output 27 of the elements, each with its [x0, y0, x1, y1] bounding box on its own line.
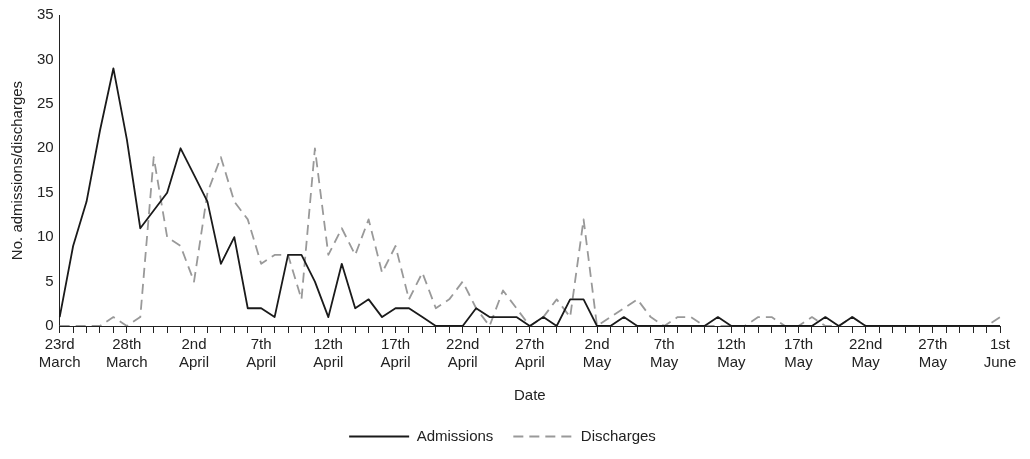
x-tick-label: 2nd April: [179, 335, 210, 371]
x-axis-title: Date: [514, 386, 546, 404]
y-tick-label: 15: [37, 182, 54, 200]
x-tick-label: 22nd May: [848, 335, 883, 371]
x-tick-label: 22nd April: [445, 335, 480, 371]
x-tick-label: 12th April: [313, 335, 344, 371]
y-tick-label: 10: [37, 227, 54, 245]
x-tick-label: 28th March: [106, 335, 148, 371]
x-tick-label: 7th April: [246, 335, 277, 371]
x-tick-label: 2nd May: [582, 335, 612, 371]
x-tick-label: 17th April: [380, 335, 411, 371]
x-tick-label: 17th May: [783, 335, 814, 371]
y-tick-label: 20: [37, 138, 54, 156]
y-tick-label: 30: [37, 49, 54, 67]
y-tick-label: 35: [37, 5, 54, 23]
y-tick-label: 5: [45, 271, 54, 289]
legend-label: Admissions: [416, 426, 494, 444]
legend-label: Discharges: [580, 426, 656, 444]
x-tick-label: 23rd March: [38, 335, 81, 371]
x-tick-label: 12th May: [716, 335, 746, 371]
y-tick-label: 25: [37, 94, 54, 111]
x-tick-label: 27th April: [514, 335, 545, 371]
x-tick-label: 27th May: [918, 335, 948, 371]
y-axis-title: No. admissions/discharges: [8, 80, 26, 261]
y-tick-label: 0: [45, 316, 54, 334]
x-tick-label: 1st June: [983, 335, 1017, 371]
x-tick-label: 7th May: [650, 335, 679, 371]
